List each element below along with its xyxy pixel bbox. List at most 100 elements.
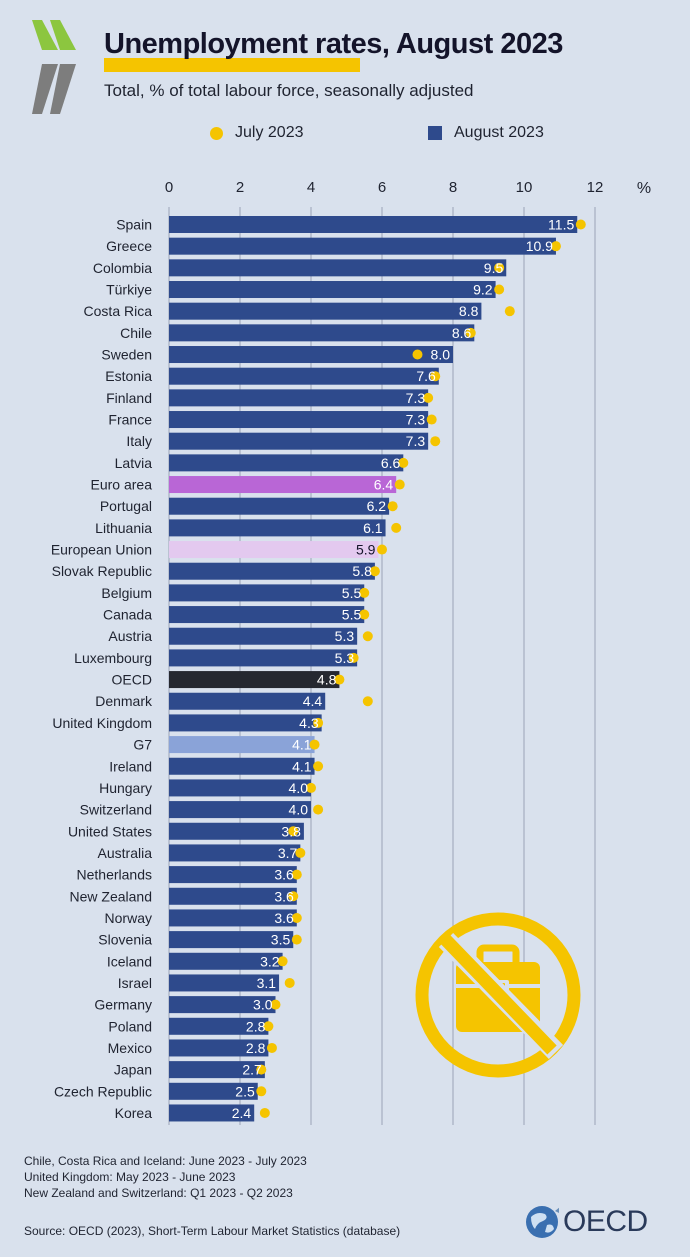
bar-value-label: 3.7 — [278, 845, 298, 861]
bar-value-label: 11.5 — [548, 217, 574, 233]
bar-value-label: 10.9 — [526, 238, 553, 254]
bar-value-label: 4.0 — [289, 780, 309, 796]
category-label: Norway — [105, 910, 152, 926]
bar-chart: 0 2 4 6 8 10 12 % 11.5 10.9 9.5 9.2 8.8 8.68.0 7.6 7.… — [51, 179, 651, 1125]
footnote-1: Chile, Costa Rica and Iceland: June 2023… — [24, 1154, 307, 1168]
bar — [169, 757, 315, 775]
july-dot — [369, 566, 380, 577]
category-label: Denmark — [95, 693, 153, 709]
category-label: Greece — [106, 238, 152, 254]
category-label: Israel — [118, 975, 152, 991]
category-label: Italy — [126, 433, 152, 449]
bar — [169, 866, 297, 884]
category-label: Luxembourg — [74, 650, 152, 666]
category-label: Lithuania — [95, 520, 152, 536]
bar — [169, 454, 404, 472]
july-dot — [504, 306, 515, 317]
july-dot — [377, 544, 387, 555]
july-dot — [291, 934, 302, 945]
category-label: Türkiye — [106, 282, 152, 298]
bar-value-label: 7.3 — [406, 390, 426, 406]
bar — [169, 1104, 255, 1122]
bar — [169, 476, 397, 494]
category-label: Slovak Republic — [52, 563, 152, 579]
category-label: Hungary — [99, 780, 152, 796]
july-dots — [256, 219, 586, 1118]
category-label: United States — [68, 823, 152, 839]
x-axis-ticks: 0 2 4 6 8 10 12 — [165, 179, 604, 196]
category-label: Belgium — [101, 585, 152, 601]
bar-value-label: 5.5 — [342, 607, 362, 623]
oecd-chevrons-icon — [32, 20, 76, 114]
category-label: Spain — [116, 217, 152, 233]
july-dot — [309, 739, 320, 750]
bar-value-label: 5.3 — [335, 628, 355, 644]
x-axis-unit-label: % — [637, 180, 651, 197]
july-dot — [394, 479, 405, 490]
category-label: Slovenia — [98, 932, 152, 948]
bar — [169, 259, 507, 277]
bar — [169, 714, 322, 732]
chart-subtitle: Total, % of total labour force, seasonal… — [104, 81, 474, 100]
bar-value-label: 5.3 — [335, 650, 355, 666]
bar-value-label: 8.8 — [459, 303, 479, 319]
bar — [169, 216, 578, 233]
bar — [169, 801, 311, 819]
july-dot — [291, 869, 302, 880]
july-dot — [313, 717, 324, 728]
bar — [169, 952, 283, 970]
july-dot — [277, 956, 288, 967]
bar — [169, 931, 294, 949]
category-label: Austria — [108, 628, 152, 644]
category-label: Germany — [94, 997, 152, 1013]
bar-value-label: 2.7 — [242, 1062, 262, 1078]
footnote-2: United Kingdom: May 2023 - June 2023 — [24, 1170, 236, 1184]
category-label: Costa Rica — [84, 303, 153, 319]
july-dot — [423, 392, 434, 403]
bar — [169, 606, 365, 624]
no-briefcase-icon — [415, 912, 581, 1078]
oecd-logo: OECD — [525, 1205, 648, 1239]
bar-value-label: 2.8 — [246, 1018, 266, 1034]
category-label: Switzerland — [80, 802, 152, 818]
bar-value-label: 3.6 — [274, 910, 294, 926]
category-label: Latvia — [115, 455, 153, 471]
july-dot — [295, 847, 306, 858]
bar-value-label: 3.6 — [274, 888, 294, 904]
source-note: Source: OECD (2023), Short-Term Labour M… — [24, 1224, 401, 1238]
category-label: Japan — [114, 1062, 152, 1078]
oecd-globe-icon — [526, 1206, 559, 1238]
july-dot — [266, 1042, 277, 1053]
category-label: Chile — [120, 325, 152, 341]
category-label: G7 — [133, 737, 152, 753]
bar-value-label: 7.6 — [416, 368, 436, 384]
july-dot — [359, 587, 370, 598]
bar-value-label: 4.0 — [289, 802, 309, 818]
x-tick-label: 4 — [307, 179, 315, 196]
bar — [169, 996, 276, 1014]
bar — [169, 541, 379, 559]
bar — [169, 281, 496, 299]
july-dot — [313, 761, 324, 772]
bar — [169, 432, 429, 450]
legend-item-august: August 2023 — [428, 124, 544, 142]
bar — [169, 1061, 265, 1079]
bars — [169, 216, 578, 1122]
bar-value-label: 7.3 — [406, 412, 426, 428]
bar — [169, 1082, 258, 1100]
bar-value-label: 6.2 — [367, 498, 387, 514]
bar-value-label: 5.9 — [356, 542, 376, 558]
bar-value-label: 7.3 — [406, 433, 426, 449]
july-dot — [465, 327, 476, 338]
bar — [169, 692, 326, 710]
legend-label-july: July 2023 — [235, 124, 304, 141]
category-labels: Spain Greece Colombia Türkiye Costa Rica Chil… — [51, 217, 153, 1121]
bar-value-labels: 11.5 10.9 9.5 9.2 8.8 8.68.0 7.6 7.3 7.3 7.3 6.6 6.… — [232, 217, 575, 1121]
july-dot — [348, 652, 359, 663]
category-label: New Zealand — [70, 888, 153, 904]
category-label: Australia — [98, 845, 153, 861]
bar-value-label: 3.0 — [253, 997, 273, 1013]
title-highlight — [104, 58, 360, 72]
legend-item-july: July 2023 — [210, 124, 304, 142]
category-label: France — [108, 412, 152, 428]
